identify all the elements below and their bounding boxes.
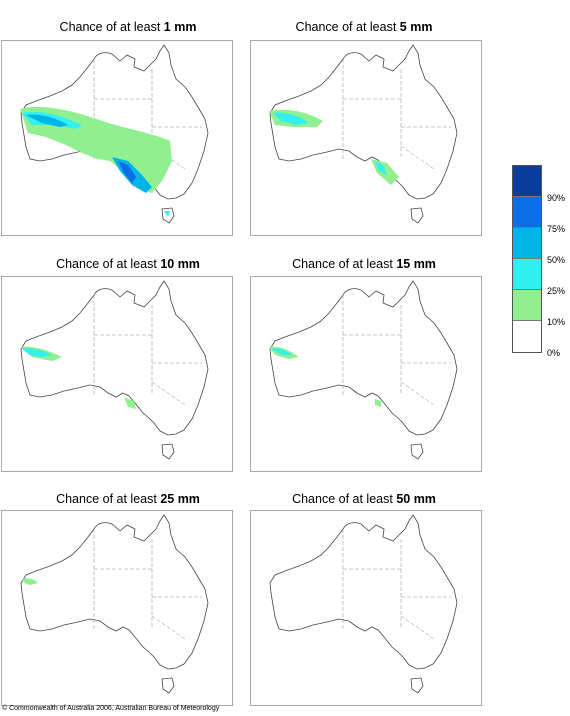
rain-band-sa-core [375, 161, 387, 175]
panel-title-amount: 5 mm [399, 20, 433, 34]
rain-band-high [26, 114, 68, 127]
probability-legend [512, 165, 542, 353]
panel-title-amount: 50 mm [396, 492, 436, 506]
tasmania-outline [161, 677, 175, 694]
state-borders [93, 59, 202, 170]
state-borders [342, 59, 451, 170]
panel-title-5mm: Chance of at least 5 mm [244, 20, 484, 34]
australia-outline [20, 280, 209, 436]
panel-title-prefix: Chance of at least [292, 257, 393, 271]
australia-map-25mm [20, 514, 209, 694]
rain-band-mid [271, 348, 293, 355]
panel-title-amount: 1 mm [163, 20, 197, 34]
legend-label-90: 90% [547, 193, 566, 203]
australia-outline [269, 514, 458, 670]
tasmania-outline [161, 443, 175, 460]
panel-title-prefix: Chance of at least [292, 492, 393, 506]
rain-band-mid [22, 348, 52, 357]
panel-title-10mm: Chance of at least 10 mm [8, 257, 248, 271]
rain-band-sa [124, 397, 136, 409]
map-panel-15mm [250, 276, 482, 472]
legend-swatch-50 [513, 228, 541, 259]
map-panel-10mm [1, 276, 233, 472]
panel-title-prefix: Chance of at least [295, 20, 397, 34]
legend-label-0: 0% [547, 348, 561, 358]
legend-swatch-25 [513, 259, 541, 290]
australia-outline [20, 44, 209, 200]
legend-swatch-10 [513, 290, 541, 321]
panel-title-prefix: Chance of at least [59, 20, 161, 34]
legend-label-75: 75% [547, 224, 566, 234]
legend-swatch-0 [513, 321, 541, 352]
panel-title-prefix: Chance of at least [56, 257, 157, 271]
rain-band-mid [273, 112, 309, 125]
rain-band-sa-core [118, 161, 136, 183]
panel-title-25mm: Chance of at least 25 mm [8, 492, 248, 506]
state-borders [342, 295, 451, 406]
copyright-notice: © Commonwealth of Australia 2006, Austra… [2, 705, 220, 712]
legend-label-25: 25% [547, 286, 566, 296]
state-borders [93, 529, 202, 640]
tasmania-outline [410, 677, 424, 694]
australia-outline [269, 44, 458, 200]
map-panel-50mm [250, 510, 482, 706]
rain-band-low [22, 578, 38, 585]
map-panel-1mm [1, 40, 233, 236]
australia-outline [20, 514, 209, 670]
legend-swatch-90 [513, 166, 541, 197]
map-panel-5mm [250, 40, 482, 236]
australia-map-1mm [20, 44, 209, 224]
tasmania-outline [410, 443, 424, 460]
tasmania-outline [161, 207, 175, 224]
rain-band-sa [375, 399, 381, 407]
panel-title-1mm: Chance of at least 1 mm [8, 20, 248, 34]
state-borders [342, 529, 451, 640]
legend-label-50: 50% [547, 255, 566, 265]
map-panel-25mm [1, 510, 233, 706]
australia-map-5mm [269, 44, 458, 224]
tasmania-outline [410, 207, 424, 224]
australia-map-15mm [269, 280, 458, 460]
legend-swatch-75 [513, 197, 541, 228]
panel-title-prefix: Chance of at least [56, 492, 157, 506]
australia-map-10mm [20, 280, 209, 460]
panel-title-amount: 10 mm [160, 257, 200, 271]
australia-outline [269, 280, 458, 436]
state-borders [93, 295, 202, 406]
panel-title-15mm: Chance of at least 15 mm [244, 257, 484, 271]
australia-map-50mm [269, 514, 458, 694]
panel-title-amount: 15 mm [396, 257, 436, 271]
panel-title-amount: 25 mm [160, 492, 200, 506]
rain-band-tas [164, 211, 170, 217]
panel-title-50mm: Chance of at least 50 mm [244, 492, 484, 506]
legend-label-10: 10% [547, 317, 566, 327]
